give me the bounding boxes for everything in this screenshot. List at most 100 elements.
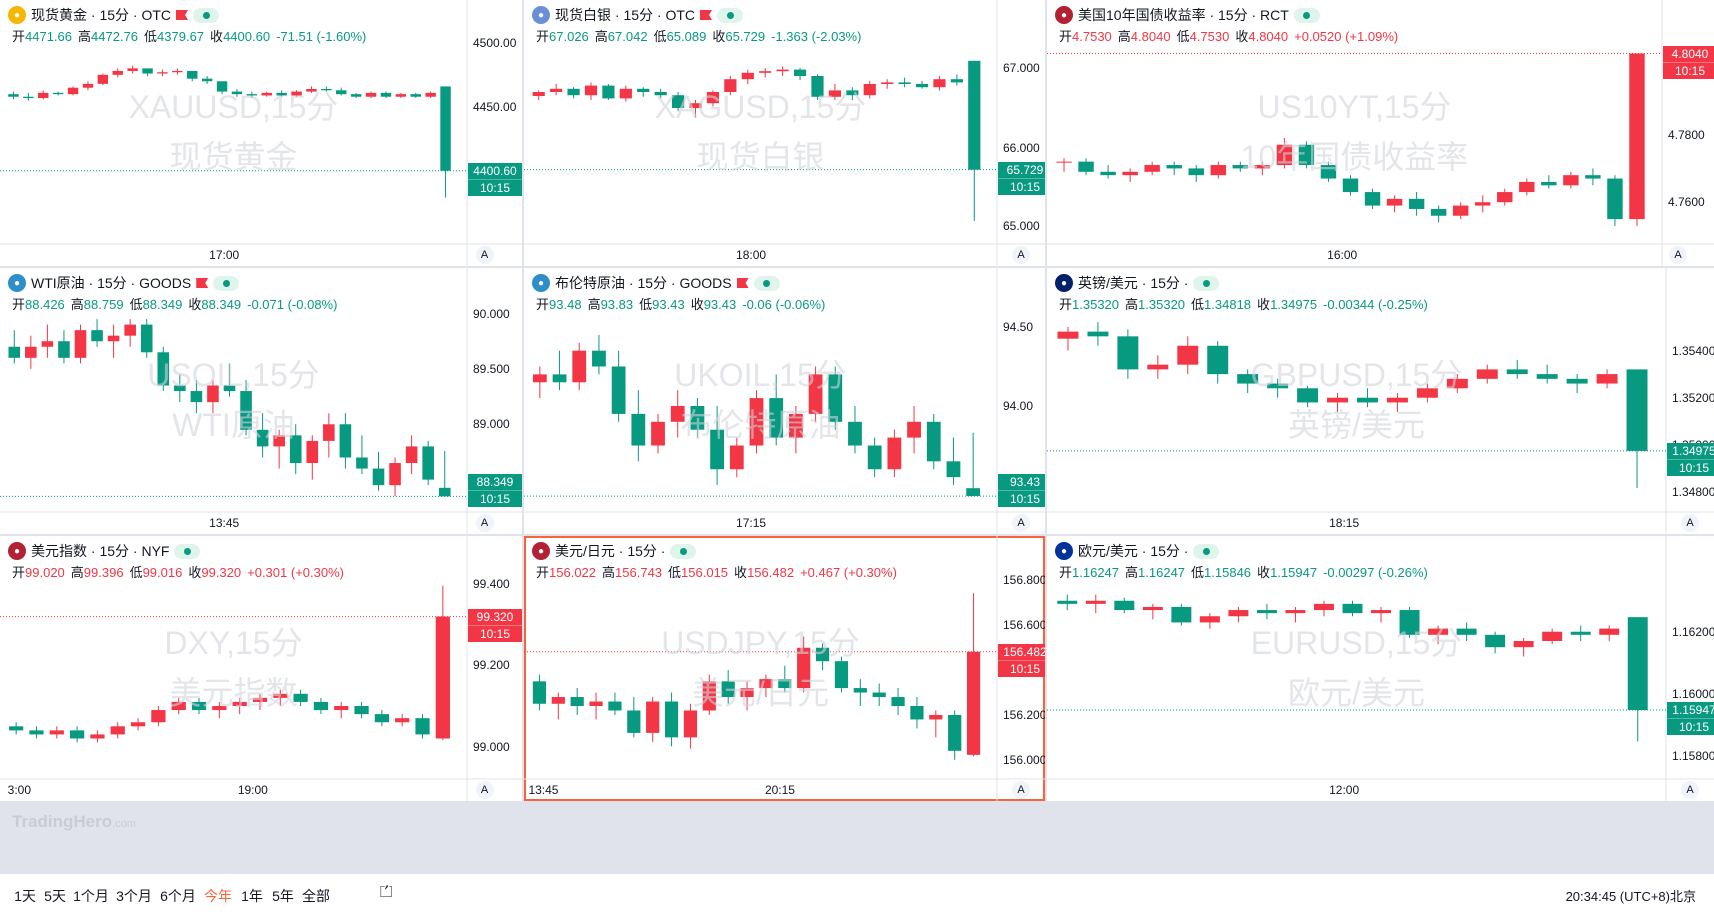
range-button[interactable]: 3个月 xyxy=(116,888,152,904)
candle xyxy=(372,451,385,491)
price-axis-label: 4500.00 xyxy=(473,35,517,50)
range-button[interactable]: 1年 xyxy=(241,888,263,904)
candlestick-chart[interactable] xyxy=(1047,536,1714,801)
candle xyxy=(759,68,772,78)
chart-header[interactable]: ● 美元指数 · 15分 · NYF xyxy=(8,541,201,561)
candle xyxy=(90,730,105,743)
chart-header[interactable]: ● WTI原油 · 15分 · GOODS xyxy=(8,273,240,293)
candle xyxy=(1541,175,1557,189)
auto-scale-button[interactable]: A xyxy=(475,514,494,532)
candle xyxy=(336,87,347,96)
candle xyxy=(151,706,166,727)
candle xyxy=(124,319,136,347)
chart-title[interactable]: 欧元/美元 · 15分 · xyxy=(1078,543,1189,559)
auto-scale-button[interactable]: A xyxy=(1681,514,1699,532)
range-button[interactable]: 全部 xyxy=(302,888,330,904)
candle xyxy=(1199,613,1220,629)
auto-scale-button[interactable]: A xyxy=(475,781,494,799)
price-axis-label: 99.200 xyxy=(473,658,510,673)
auto-scale-button[interactable]: A xyxy=(1681,781,1699,799)
close-value: 99.320 xyxy=(201,565,242,580)
change-value: -1.363 (-2.03%) xyxy=(771,29,862,44)
price-axis-label: 1.16200 xyxy=(1672,624,1714,639)
chart-title[interactable]: WTI原油 · 15分 · GOODS xyxy=(31,275,192,291)
candle xyxy=(8,91,19,100)
candlestick-chart[interactable] xyxy=(0,536,522,801)
symbol-icon: ● xyxy=(532,542,550,560)
time-axis-label: 3:00 xyxy=(7,783,32,797)
chart-panel-usoil[interactable]: USOIL,15分 WTI原油 ● WTI原油 · 15分 · GOODS 开88.… xyxy=(0,268,522,534)
open-value: 1.16247 xyxy=(1072,565,1120,580)
range-button[interactable]: 5年 xyxy=(272,888,294,904)
range-button[interactable]: 1个月 xyxy=(73,888,109,904)
candlestick-chart[interactable] xyxy=(0,268,522,534)
chart-title[interactable]: 美元/日元 · 15分 · xyxy=(555,543,666,559)
chart-title[interactable]: 现货白银 · 15分 · OTC xyxy=(555,7,696,23)
auto-scale-button[interactable]: A xyxy=(1669,246,1687,264)
chart-panel-us10yt[interactable]: US10YT,15分 10年国债收益率 ● 美国10年国债收益率 · 15分 · R… xyxy=(1047,0,1714,266)
candle xyxy=(589,692,603,720)
price-axis-label: 89.000 xyxy=(473,417,510,432)
flag-icon[interactable] xyxy=(196,278,209,288)
chart-title[interactable]: 美元指数 · 15分 · NYF xyxy=(31,543,170,559)
candle xyxy=(1452,202,1469,220)
range-button[interactable]: 6个月 xyxy=(160,888,196,904)
candle xyxy=(174,374,186,403)
chart-header[interactable]: ● 布伦特原油 · 15分 · GOODS xyxy=(532,273,780,293)
price-axis-label: 1.16000 xyxy=(1672,686,1714,701)
flag-icon[interactable] xyxy=(176,10,189,20)
candle xyxy=(966,432,981,497)
calendar-range-icon[interactable]: ⏍ xyxy=(380,884,393,901)
chart-header[interactable]: ● 欧元/美元 · 15分 · xyxy=(1055,541,1220,561)
chart-title[interactable]: 布伦特原油 · 15分 · GOODS xyxy=(555,275,732,291)
chart-header[interactable]: ● 美元/日元 · 15分 · xyxy=(532,541,697,561)
time-axis-label: 20:15 xyxy=(764,783,795,797)
high-value: 88.759 xyxy=(83,297,124,312)
market-status-icon xyxy=(174,543,201,559)
flag-icon[interactable] xyxy=(700,10,713,20)
chart-panel-usdjpy[interactable]: USDJPY,15分 美元/日元 ● 美元/日元 · 15分 · 开156.022 高… xyxy=(524,536,1045,801)
candle xyxy=(769,374,784,446)
auto-scale-button[interactable]: A xyxy=(1012,514,1030,532)
candlestick-chart[interactable] xyxy=(1047,0,1714,266)
chart-header[interactable]: ● 美国10年国债收益率 · 15分 · RCT xyxy=(1055,5,1320,25)
chart-header[interactable]: ● 英镑/美元 · 15分 · xyxy=(1055,273,1220,293)
auto-scale-button[interactable]: A xyxy=(1012,246,1030,264)
time-axis-label: 13:45 xyxy=(209,516,240,530)
symbol-icon: ● xyxy=(8,6,26,24)
candle xyxy=(1171,603,1192,626)
candlestick-chart[interactable] xyxy=(524,0,1045,266)
chart-panel-ukoil[interactable]: UKOIL,15分 布伦特原油 ● 布伦特原油 · 15分 · GOODS 开93.… xyxy=(524,268,1045,534)
candle xyxy=(671,92,685,112)
candlestick-chart[interactable] xyxy=(524,536,1045,801)
candlestick-chart[interactable] xyxy=(1047,268,1714,534)
chart-panel-xagusd[interactable]: XAGUSD,15分 现货白银 ● 现货白银 · 15分 · OTC 开67.026… xyxy=(524,0,1045,266)
chart-panel-dxy[interactable]: DXY,15分 美元指数 ● 美元指数 · 15分 · NYF 开99.020 高99… xyxy=(0,536,522,801)
chart-header[interactable]: ● 现货白银 · 15分 · OTC xyxy=(532,5,744,25)
chart-panel-eurusd[interactable]: EURUSD,15分 欧元/美元 ● 欧元/美元 · 15分 · 开1.16247 高… xyxy=(1047,536,1714,801)
chart-title[interactable]: 美国10年国债收益率 · 15分 · RCT xyxy=(1078,7,1289,23)
candlestick-chart[interactable] xyxy=(0,0,522,266)
open-value: 156.022 xyxy=(549,565,597,580)
chart-title[interactable]: 英镑/美元 · 15分 · xyxy=(1078,275,1189,291)
range-button[interactable]: 1天 xyxy=(14,888,36,904)
price-axis-label: 66.000 xyxy=(1003,141,1040,155)
chart-panel-xauusd[interactable]: XAUUSD,15分 现货黄金 ● 现货黄金 · 15分 · OTC 开4471.6… xyxy=(0,0,522,266)
chart-panel-gbpusd[interactable]: GBPUSD,15分 英镑/美元 ● 英镑/美元 · 15分 · 开1.35320 高… xyxy=(1047,268,1714,534)
candlestick-chart[interactable] xyxy=(524,268,1045,534)
candle xyxy=(811,74,824,100)
flag-icon[interactable] xyxy=(736,278,749,288)
chart-header[interactable]: ● 现货黄金 · 15分 · OTC xyxy=(8,5,220,25)
auto-scale-button[interactable]: A xyxy=(475,246,494,264)
candle xyxy=(216,81,228,95)
clock-display[interactable]: 20:34:45 (UTC+8)北京 xyxy=(1565,889,1696,904)
auto-scale-button[interactable]: A xyxy=(1012,781,1030,799)
close-value: 88.349 xyxy=(201,297,242,312)
last-price-tag: 88.349 10:15 xyxy=(468,474,522,507)
range-button[interactable]: 5天 xyxy=(44,888,66,904)
range-button[interactable]: 今年 xyxy=(204,888,232,904)
candle xyxy=(1267,378,1289,398)
chart-title[interactable]: 现货黄金 · 15分 · OTC xyxy=(31,7,172,23)
ohlc-legend: 开1.35320 高1.35320 低1.34818 收1.34975 -0.00344… xyxy=(1059,297,1428,312)
candle xyxy=(1627,617,1648,742)
